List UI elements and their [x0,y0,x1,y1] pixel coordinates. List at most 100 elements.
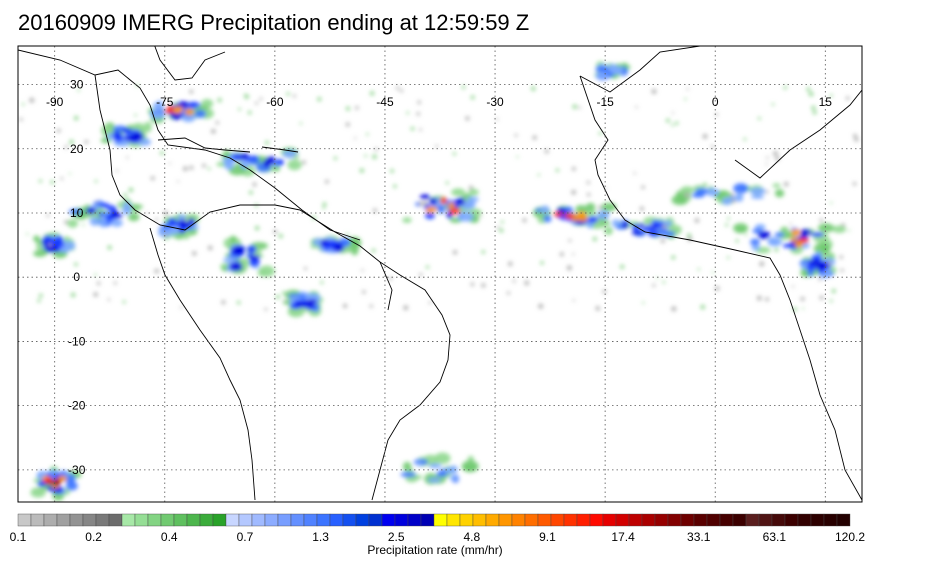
colorbar-swatch [121,513,136,527]
precip-speck [749,187,766,195]
precip-speck [49,487,63,492]
drizzle-speck [107,298,111,301]
drizzle-speck [418,201,424,206]
drizzle-speck [671,111,675,114]
precip-speck [246,245,257,254]
drizzle-speck [800,296,805,302]
precip-speck [806,263,818,271]
drizzle-speck [406,111,410,115]
latitude-label: 10 [70,206,84,220]
drizzle-speck [783,86,787,90]
drizzle-speck [403,305,409,311]
drizzle-speck [304,267,308,271]
drizzle-speck [126,156,129,159]
precip-speck [415,460,423,467]
precip-speck [277,159,285,166]
drizzle-speck [369,91,375,96]
drizzle-speck [366,132,369,136]
precip-speck [821,244,831,253]
drizzle-speck [811,105,816,111]
colorbar-swatch [810,513,825,527]
colorbar-swatch [784,513,799,527]
precip-cell [799,251,837,279]
colorbar-swatch [706,513,721,527]
colorbar-swatch [303,513,318,527]
precip-speck [128,213,140,222]
longitude-label: -45 [376,95,394,109]
precip-speck [53,480,61,486]
drizzle-speck [168,162,171,165]
colorbar-tick: 0.2 [85,530,102,544]
precip-speck [263,160,277,165]
precip-speck [45,244,54,252]
drizzle-speck [812,110,817,115]
precip-cell [733,223,847,255]
drizzle-speck [207,245,213,251]
drizzle-speck [702,182,708,188]
precip-cell [220,235,275,277]
precip-speck [122,202,132,212]
drizzle-speck [802,307,805,310]
drizzle-speck [155,217,159,221]
drizzle-speck [362,290,366,294]
drizzle-speck [96,281,101,286]
colorbar-swatch [485,513,500,527]
precip-speck [67,480,76,485]
drizzle-speck [470,95,475,100]
drizzle-speck [46,214,50,217]
precip-speck [67,219,79,228]
drizzle-speck [727,217,731,220]
precip-speck [113,130,120,139]
colorbar-swatch [511,513,526,527]
precip-speck [449,207,461,215]
drizzle-speck [530,86,536,92]
precip-cell [599,216,682,239]
drizzle-speck [122,300,126,304]
precip-speck [443,467,456,475]
drizzle-speck [730,193,734,197]
precip-speck [427,206,438,212]
precipitation-field [19,61,859,501]
drizzle-speck [301,160,306,165]
precip-cell [216,147,302,177]
precip-speck [427,477,442,483]
drizzle-speck [790,228,794,232]
longitude-label: 0 [712,95,719,109]
colorbar-swatch [95,513,110,527]
precip-speck [248,254,261,260]
drizzle-speck [540,260,544,265]
precip-speck [258,265,275,277]
drizzle-speck [361,269,364,272]
precip-speck [451,188,466,197]
drizzle-speck [73,115,79,121]
colorbar-swatch [316,513,331,527]
drizzle-speck [522,218,527,223]
grid-tick-labels: -90 -75 -60 -45 -30 -15 0 15 30 20 10 0 -10 -20 -30 [46,78,832,477]
drizzle-speck [806,87,811,92]
drizzle-speck [619,264,625,269]
precip-speck [429,463,442,469]
precip-speck [198,105,209,110]
drizzle-speck [320,280,324,285]
drizzle-speck [60,177,64,180]
drizzle-speck [419,128,422,131]
precip-speck [402,461,412,472]
colorbar-tick: 17.4 [611,530,635,544]
precip-speck [173,106,184,113]
drizzle-speck [243,93,247,96]
longitude-label: -15 [596,95,614,109]
latitude-label: 0 [73,270,80,284]
drizzle-speck [94,179,98,183]
colorbar-swatch [82,513,97,527]
drizzle-speck [325,179,329,184]
drizzle-speck [115,169,119,172]
drizzle-speck [544,149,549,154]
drizzle-speck [374,147,378,151]
drizzle-speck [508,261,513,267]
drizzle-speck [211,128,216,134]
drizzle-speck [445,181,449,185]
precip-speck [123,128,131,134]
drizzle-speck [711,145,715,149]
drizzle-speck [765,297,769,302]
drizzle-speck [452,152,457,156]
